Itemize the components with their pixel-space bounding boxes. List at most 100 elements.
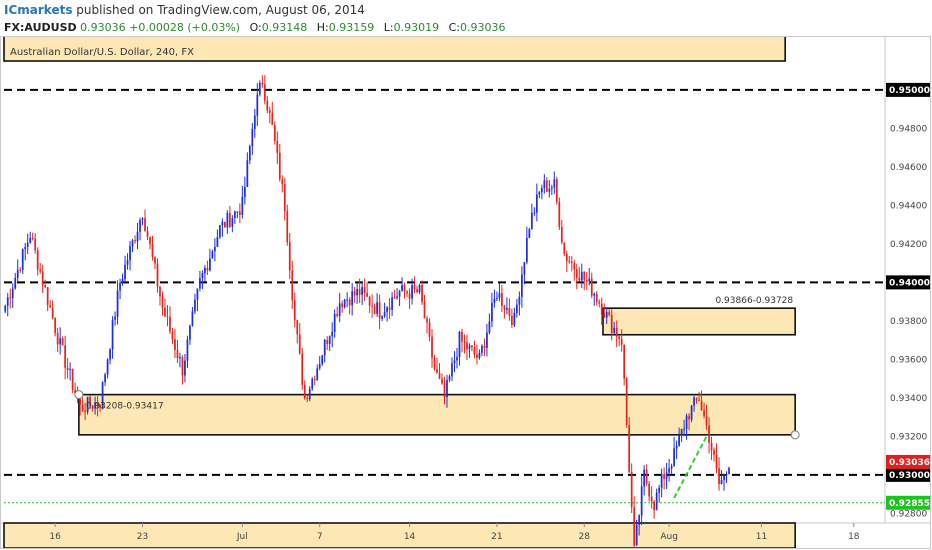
candle <box>673 448 675 467</box>
candle <box>433 357 436 370</box>
candle <box>628 424 631 472</box>
candle <box>448 376 451 380</box>
candle <box>426 318 428 323</box>
ohlc-bar: FX:AUDUSD 0.93036 +0.00028 (+0.03%) O:0.… <box>0 20 932 36</box>
candle <box>483 345 486 348</box>
candle <box>498 293 501 299</box>
candle <box>381 316 383 319</box>
candle <box>356 289 359 296</box>
candle <box>446 379 448 398</box>
candle <box>516 304 518 313</box>
candle <box>406 291 408 294</box>
low-value: 0.93019 <box>393 21 440 34</box>
candle <box>331 331 334 337</box>
zone-box <box>3 36 786 62</box>
candle <box>678 435 680 446</box>
candle <box>21 249 24 271</box>
candle <box>166 316 169 318</box>
candle <box>86 396 89 412</box>
candle <box>154 256 156 264</box>
candle <box>431 336 433 358</box>
candle <box>438 372 441 379</box>
x-tick-label: Aug <box>660 532 678 542</box>
y-tick-label: 0.94800 <box>890 124 927 134</box>
candle <box>645 469 648 484</box>
candle <box>378 302 381 319</box>
candle <box>653 501 656 511</box>
candle <box>316 368 319 380</box>
candle <box>643 469 646 487</box>
candle <box>104 374 106 383</box>
candle <box>713 450 715 455</box>
candle <box>134 240 136 242</box>
candle <box>573 262 576 270</box>
candle <box>328 336 331 345</box>
candle <box>568 261 571 263</box>
candle <box>318 364 321 369</box>
candle <box>453 360 456 364</box>
candle <box>530 212 533 230</box>
candle <box>403 284 406 292</box>
candle <box>333 313 336 332</box>
candle <box>665 472 668 479</box>
candle <box>598 301 601 304</box>
candle <box>209 258 211 271</box>
candle <box>336 313 339 317</box>
candle <box>478 352 481 358</box>
publisher-link[interactable]: ICmarkets <box>4 3 73 17</box>
candle <box>491 302 493 322</box>
candle <box>695 397 698 400</box>
candle <box>373 306 376 314</box>
candle <box>560 227 563 243</box>
y-tick-label: 0.93800 <box>890 317 927 327</box>
candle <box>386 307 388 312</box>
candle <box>421 284 423 302</box>
y-tick-label: 0.93200 <box>890 432 927 442</box>
candle <box>276 141 279 153</box>
candle <box>36 250 39 270</box>
candle <box>658 487 661 493</box>
candle <box>253 115 256 129</box>
candle <box>578 277 581 281</box>
candle <box>99 405 101 408</box>
candle <box>476 354 478 358</box>
candle <box>630 471 633 508</box>
candle <box>471 345 473 348</box>
candle <box>608 312 611 315</box>
candle <box>610 314 613 333</box>
candle <box>196 288 199 300</box>
candle <box>366 293 369 297</box>
candle <box>91 405 94 409</box>
candle <box>238 211 241 216</box>
candle <box>71 368 74 390</box>
candle <box>139 219 141 232</box>
candle <box>219 225 221 238</box>
candle <box>121 279 124 283</box>
candle <box>278 152 281 180</box>
candle <box>388 307 391 310</box>
x-tick-label: 14 <box>404 532 416 542</box>
candle <box>256 94 259 116</box>
candle <box>164 307 166 317</box>
candle <box>6 297 9 306</box>
candle <box>648 483 651 497</box>
candle <box>540 187 543 193</box>
price-chart[interactable]: 0.93208-0.93417 0.93866-0.93728 Australian… <box>0 36 931 549</box>
candle <box>623 344 626 379</box>
candle <box>725 474 728 476</box>
candle <box>186 339 189 361</box>
candle <box>545 180 548 192</box>
close-value: 0.93036 <box>459 21 506 34</box>
candle <box>553 179 556 188</box>
candle <box>233 211 236 219</box>
level-price-tag <box>886 467 930 482</box>
candle <box>398 291 401 297</box>
candle <box>583 271 586 280</box>
candle <box>59 338 62 345</box>
candle <box>391 297 393 310</box>
candle <box>308 388 311 400</box>
candle <box>343 299 346 308</box>
candle <box>126 260 129 265</box>
last-price-tag <box>886 454 930 469</box>
candle <box>176 349 179 359</box>
